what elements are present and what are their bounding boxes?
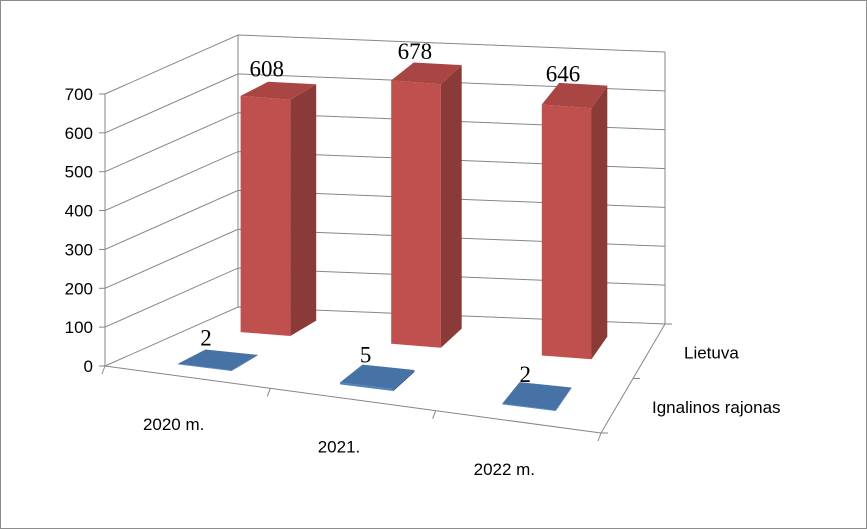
- labels: 0 100 200 300 400 500 600 700 2020 m. 2021. 2022 m…: [65, 39, 781, 479]
- y-tick-label: 200: [65, 279, 93, 298]
- bar-side-face: [290, 84, 317, 336]
- bar-side-face: [591, 85, 608, 360]
- bar-side-face: [231, 354, 258, 371]
- x-category-label: 2020 m.: [143, 415, 204, 434]
- y-tick-label: 600: [65, 124, 93, 143]
- x-tick-mark: [597, 432, 602, 442]
- data-label: 678: [398, 39, 433, 64]
- data-label: 5: [360, 343, 372, 368]
- bar-front-face: [240, 95, 291, 337]
- bar: [391, 62, 462, 348]
- bar: [502, 382, 572, 411]
- x-category-label: 2021.: [318, 438, 361, 457]
- bar: [240, 81, 317, 337]
- bars: [177, 62, 608, 411]
- bar-top-face: [340, 364, 415, 390]
- bar: [177, 349, 258, 371]
- x-axis: [104, 365, 602, 434]
- bar-front-face: [502, 403, 556, 411]
- data-label: 608: [250, 56, 285, 81]
- bar-front-face: [391, 80, 441, 348]
- y-tick-label: 100: [65, 318, 93, 337]
- bar-front-face: [541, 104, 592, 360]
- bar-top-face: [177, 349, 258, 371]
- y-tick-label: 400: [65, 202, 93, 221]
- bar-top-face: [240, 81, 317, 100]
- x-category-label: 2022 m.: [474, 460, 535, 479]
- data-label: 2: [200, 326, 212, 351]
- y-tick-label: 300: [65, 240, 93, 259]
- y-tick-label: 700: [65, 85, 93, 104]
- gridlines: [99, 34, 672, 442]
- bar-side-face: [440, 65, 462, 348]
- bar-top-face: [541, 82, 608, 109]
- y-tick-label: 500: [65, 163, 93, 182]
- bar-side-face: [555, 387, 572, 411]
- bar-front-face: [340, 382, 394, 391]
- bar-front-face: [177, 363, 232, 371]
- bar-top-face: [502, 382, 572, 411]
- series-label: Lietuva: [684, 343, 739, 362]
- x-tick-mark: [266, 388, 271, 397]
- bar: [340, 364, 415, 391]
- bar-side-face: [393, 370, 415, 391]
- x-tick-mark: [101, 365, 106, 375]
- data-label: 646: [546, 61, 581, 86]
- y-tick-label: 0: [84, 357, 93, 376]
- x-tick-mark: [432, 410, 437, 419]
- bar-top-face: [391, 62, 462, 85]
- series-label: Ignalinos rajonas: [652, 398, 781, 417]
- data-label: 2: [519, 362, 531, 387]
- bar: [541, 82, 608, 360]
